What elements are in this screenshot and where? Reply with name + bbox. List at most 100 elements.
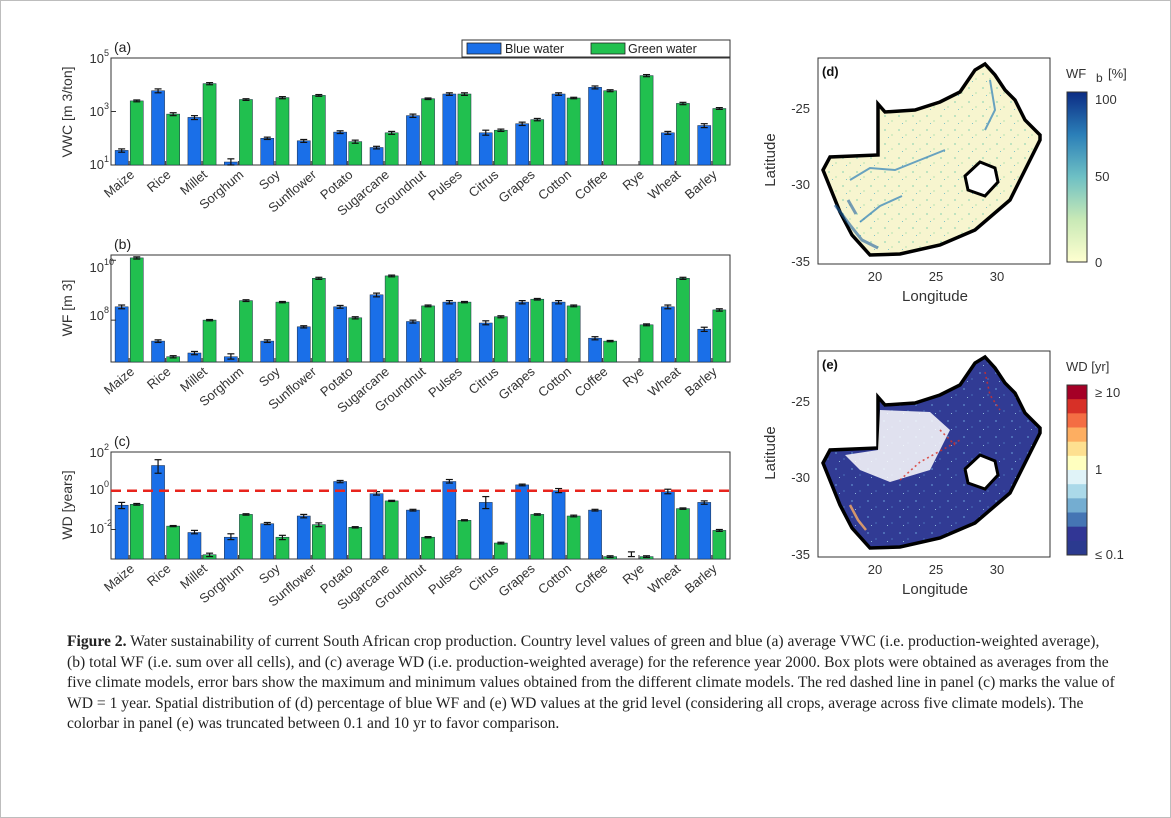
bar-b-blue-barley bbox=[697, 328, 712, 363]
panel-e-hotspot-features bbox=[899, 371, 1001, 481]
xtick-label-c-soy: Soy bbox=[256, 560, 283, 586]
xtick-label-c-rye: Rye bbox=[620, 561, 647, 587]
svg-text:b: b bbox=[1096, 71, 1103, 85]
bar-c-blue-pulses bbox=[442, 481, 457, 560]
errorbar-b-green-millet bbox=[206, 318, 214, 322]
xtick-label-c-pulses: Pulses bbox=[425, 560, 465, 597]
xtick-label-b-pulses: Pulses bbox=[425, 363, 465, 400]
panel-d-colorbar-tick-50: 50 bbox=[1095, 169, 1109, 184]
panel-d-ylabel: Latitude bbox=[762, 133, 779, 186]
xtick-label-a-rice: Rice bbox=[144, 167, 174, 195]
errorbar-c-green-barley bbox=[715, 528, 723, 532]
bar-a-blue-millet bbox=[187, 117, 202, 166]
errorbar-a-green-sunflower bbox=[315, 93, 323, 97]
errorbar-c-blue-maize bbox=[118, 501, 126, 510]
errorbar-a-green-sugarcane bbox=[388, 130, 396, 135]
errorbar-c-blue-rye bbox=[627, 551, 635, 558]
errorbar-a-blue-sorghum bbox=[227, 158, 235, 166]
errorbar-a-green-potato bbox=[351, 139, 359, 144]
panel-b-ytick-10: 10 10 bbox=[90, 257, 114, 275]
panel-d-label: (d) bbox=[822, 64, 839, 79]
panel-b-ylabel: WF [m 3] bbox=[59, 280, 75, 337]
panel-e-colorbar bbox=[1067, 385, 1087, 556]
bar-c-green-cotton bbox=[566, 515, 581, 560]
bar-c-green-sugarcane bbox=[384, 500, 399, 560]
svg-text:-2: -2 bbox=[104, 518, 112, 528]
panel-a-label: (a) bbox=[114, 39, 131, 55]
errorbar-c-green-potato bbox=[351, 526, 359, 529]
bar-c-green-wheat bbox=[676, 508, 690, 560]
panel-e-colorbar-step bbox=[1067, 385, 1087, 400]
panel-e-lesotho-outline bbox=[963, 453, 1000, 491]
panel-d-southwest-features bbox=[833, 199, 879, 250]
caption-text: Water sustainability of current South Af… bbox=[67, 633, 1115, 733]
bar-c-green-maize bbox=[129, 504, 144, 560]
svg-text:10: 10 bbox=[90, 260, 104, 275]
bar-b-green-sugarcane bbox=[384, 275, 399, 363]
errorbar-a-blue-cotton bbox=[555, 92, 563, 96]
errorbar-a-green-pulses bbox=[460, 92, 468, 96]
xtick-label-b-wheat: Wheat bbox=[645, 364, 684, 400]
bar-c-green-citrus bbox=[494, 542, 508, 560]
panel-d-xtick-20: 20 bbox=[868, 269, 882, 284]
errorbar-c-blue-grapes bbox=[518, 483, 526, 487]
xtick-label-b-rice: Rice bbox=[144, 364, 174, 392]
errorbar-a-blue-millet bbox=[190, 115, 198, 121]
bar-b-blue-pulses bbox=[442, 301, 457, 363]
legend-swatch-blue bbox=[466, 42, 502, 55]
xtick-label-a-rye: Rye bbox=[620, 167, 647, 193]
panel-e-colorbar-label: WD [yr] bbox=[1066, 359, 1109, 374]
errorbar-c-green-rice bbox=[169, 524, 177, 528]
svg-text:10: 10 bbox=[90, 104, 104, 119]
svg-text:10: 10 bbox=[90, 308, 104, 323]
svg-text:8: 8 bbox=[104, 305, 109, 315]
bar-a-blue-rice bbox=[151, 90, 165, 166]
panel-e-ylabel: Latitude bbox=[762, 426, 779, 479]
panel-e-xtick-25: 25 bbox=[929, 562, 943, 577]
bar-a-blue-cotton bbox=[551, 93, 566, 166]
errorbar-a-blue-soy bbox=[263, 136, 271, 141]
panel-a-ylabel: VWC [m 3/ton] bbox=[59, 66, 75, 157]
xtick-label-b-grapes: Grapes bbox=[495, 363, 538, 402]
panel-e-colorbar-step bbox=[1067, 470, 1087, 485]
figure: 10 5 10 3 10 1 VWC [m 3/ton] (a) Maize Rice M… bbox=[59, 39, 1127, 613]
bar-c-blue-sugarcane bbox=[369, 493, 384, 560]
bar-a-green-citrus bbox=[494, 129, 508, 166]
bar-a-green-rye bbox=[639, 75, 654, 166]
legend-label-green: Green water bbox=[628, 42, 697, 56]
xtick-label-b-coffee: Coffee bbox=[572, 364, 611, 400]
bar-c-blue-coffee bbox=[588, 509, 602, 560]
panel-b-label: (b) bbox=[114, 236, 131, 252]
bar-b-green-groundnut bbox=[421, 305, 435, 363]
panel-e-label: (e) bbox=[822, 357, 838, 372]
svg-text:5: 5 bbox=[104, 48, 109, 58]
xtick-label-b-maize: Maize bbox=[101, 364, 137, 398]
bar-b-green-pulses bbox=[457, 301, 472, 363]
xtick-label-a-barley: Barley bbox=[682, 166, 720, 201]
errorbar-c-green-soy bbox=[278, 534, 286, 541]
bar-a-green-sorghum bbox=[239, 99, 253, 166]
errorbar-c-blue-soy bbox=[263, 521, 271, 526]
bar-a-green-coffee bbox=[603, 90, 617, 166]
errorbar-c-green-coffee bbox=[606, 555, 614, 559]
panel-e-colorbar-step bbox=[1067, 441, 1087, 457]
panel-e-southwest-features bbox=[848, 504, 867, 531]
svg-text:2: 2 bbox=[104, 442, 109, 452]
bar-a-blue-grapes bbox=[515, 123, 529, 166]
panel-e-colorbar-step bbox=[1067, 427, 1087, 443]
xtick-label-c-coffee: Coffee bbox=[572, 561, 611, 597]
bar-c-green-rice bbox=[166, 525, 180, 560]
errorbar-b-blue-coffee bbox=[591, 336, 599, 341]
bar-c-blue-wheat bbox=[661, 491, 675, 560]
panel-a-y-ticks: 10 5 10 3 10 1 bbox=[90, 48, 109, 172]
bar-c-blue-groundnut bbox=[406, 509, 420, 560]
bar-c-blue-soy bbox=[260, 523, 275, 560]
errorbar-a-blue-sugarcane bbox=[373, 145, 381, 150]
errorbar-c-green-maize bbox=[133, 502, 141, 506]
bar-b-blue-rice bbox=[151, 340, 165, 363]
errorbar-b-green-wheat bbox=[679, 276, 687, 280]
errorbar-c-blue-coffee bbox=[591, 508, 599, 512]
bar-c-green-barley bbox=[712, 530, 727, 560]
bar-b-green-sorghum bbox=[239, 300, 253, 363]
errorbar-b-blue-barley bbox=[700, 326, 708, 333]
